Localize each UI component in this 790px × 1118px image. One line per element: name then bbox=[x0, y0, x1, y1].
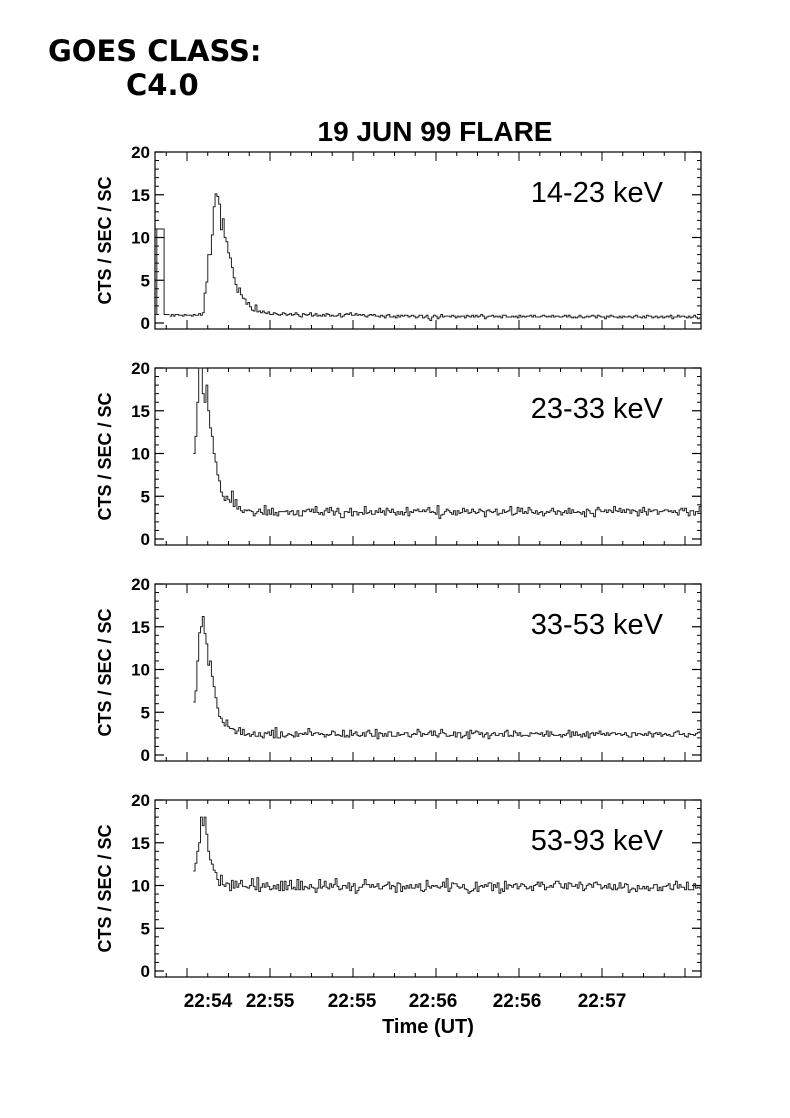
y-tick-label: 15 bbox=[131, 618, 150, 637]
y-tick-label: 0 bbox=[141, 962, 150, 981]
y-tick-label: 20 bbox=[131, 791, 150, 810]
x-tick-label: 22:57 bbox=[578, 991, 627, 1012]
y-tick-label: 5 bbox=[141, 271, 150, 290]
y-axis-label: CTS / SEC / SC bbox=[95, 824, 115, 952]
y-tick-label: 20 bbox=[131, 143, 150, 162]
y-tick-label: 10 bbox=[131, 229, 150, 248]
y-axis-label: CTS / SEC / SC bbox=[95, 608, 115, 736]
y-axis-label: CTS / SEC / SC bbox=[95, 392, 115, 520]
y-tick-label: 15 bbox=[131, 186, 150, 205]
y-tick-label: 5 bbox=[141, 487, 150, 506]
x-tick-label: 22:56 bbox=[493, 991, 542, 1012]
plot-frame bbox=[154, 151, 702, 330]
plot-frame bbox=[154, 367, 702, 546]
series-line bbox=[193, 615, 701, 740]
series-line bbox=[193, 816, 701, 894]
y-tick-label: 15 bbox=[131, 834, 150, 853]
y-tick-label: 0 bbox=[141, 746, 150, 765]
goes-class-value: C4.0 bbox=[126, 68, 199, 102]
goes-class-label: GOES CLASS: C4.0 bbox=[48, 34, 262, 102]
y-tick-label: 20 bbox=[131, 575, 150, 594]
plot-frame bbox=[154, 583, 702, 762]
x-tick-label: 22:54 bbox=[184, 991, 233, 1012]
y-tick-label: 10 bbox=[131, 877, 150, 896]
series-label: 53-93 keV bbox=[531, 825, 664, 857]
y-tick-label: 10 bbox=[131, 445, 150, 464]
series-label: 14-23 keV bbox=[531, 177, 664, 209]
chart-title: 19 JUN 99 FLARE bbox=[318, 116, 553, 147]
panels-group: 0 5 10 15 20 CTS / SEC / SC 14-23 keV 0 5 10 15 20 C… bbox=[95, 143, 702, 1012]
x-tick-label: 22:55 bbox=[328, 991, 377, 1012]
y-tick-label: 5 bbox=[141, 919, 150, 938]
x-tick-label: 22:55 bbox=[246, 991, 295, 1012]
series-line bbox=[193, 367, 701, 519]
y-tick-label: 20 bbox=[131, 359, 150, 378]
y-tick-label: 15 bbox=[131, 402, 150, 421]
goes-class-line1: GOES CLASS: bbox=[48, 34, 262, 68]
y-tick-label: 10 bbox=[131, 661, 150, 680]
y-tick-label: 0 bbox=[141, 530, 150, 549]
series-label: 23-33 keV bbox=[531, 393, 664, 425]
panel-4: 0 5 10 15 20 CTS / SEC / SC 53-93 keV 22:54 22:5… bbox=[95, 791, 702, 1012]
x-tick-label: 22:56 bbox=[409, 991, 458, 1012]
y-axis-label: CTS / SEC / SC bbox=[95, 176, 115, 304]
y-tick-label: 0 bbox=[141, 314, 150, 333]
series-line bbox=[169, 193, 701, 321]
panel-1: 0 5 10 15 20 CTS / SEC / SC 14-23 keV bbox=[95, 143, 702, 333]
panel-3: 0 5 10 15 20 CTS / SEC / SC 33-53 keV bbox=[95, 575, 702, 765]
series-line bbox=[155, 228, 170, 315]
y-tick-label: 5 bbox=[141, 703, 150, 722]
series-label: 33-53 keV bbox=[531, 609, 664, 641]
x-axis-label: Time (UT) bbox=[382, 1016, 474, 1038]
panel-2: 0 5 10 15 20 CTS / SEC / SC 23-33 keV bbox=[95, 359, 702, 549]
